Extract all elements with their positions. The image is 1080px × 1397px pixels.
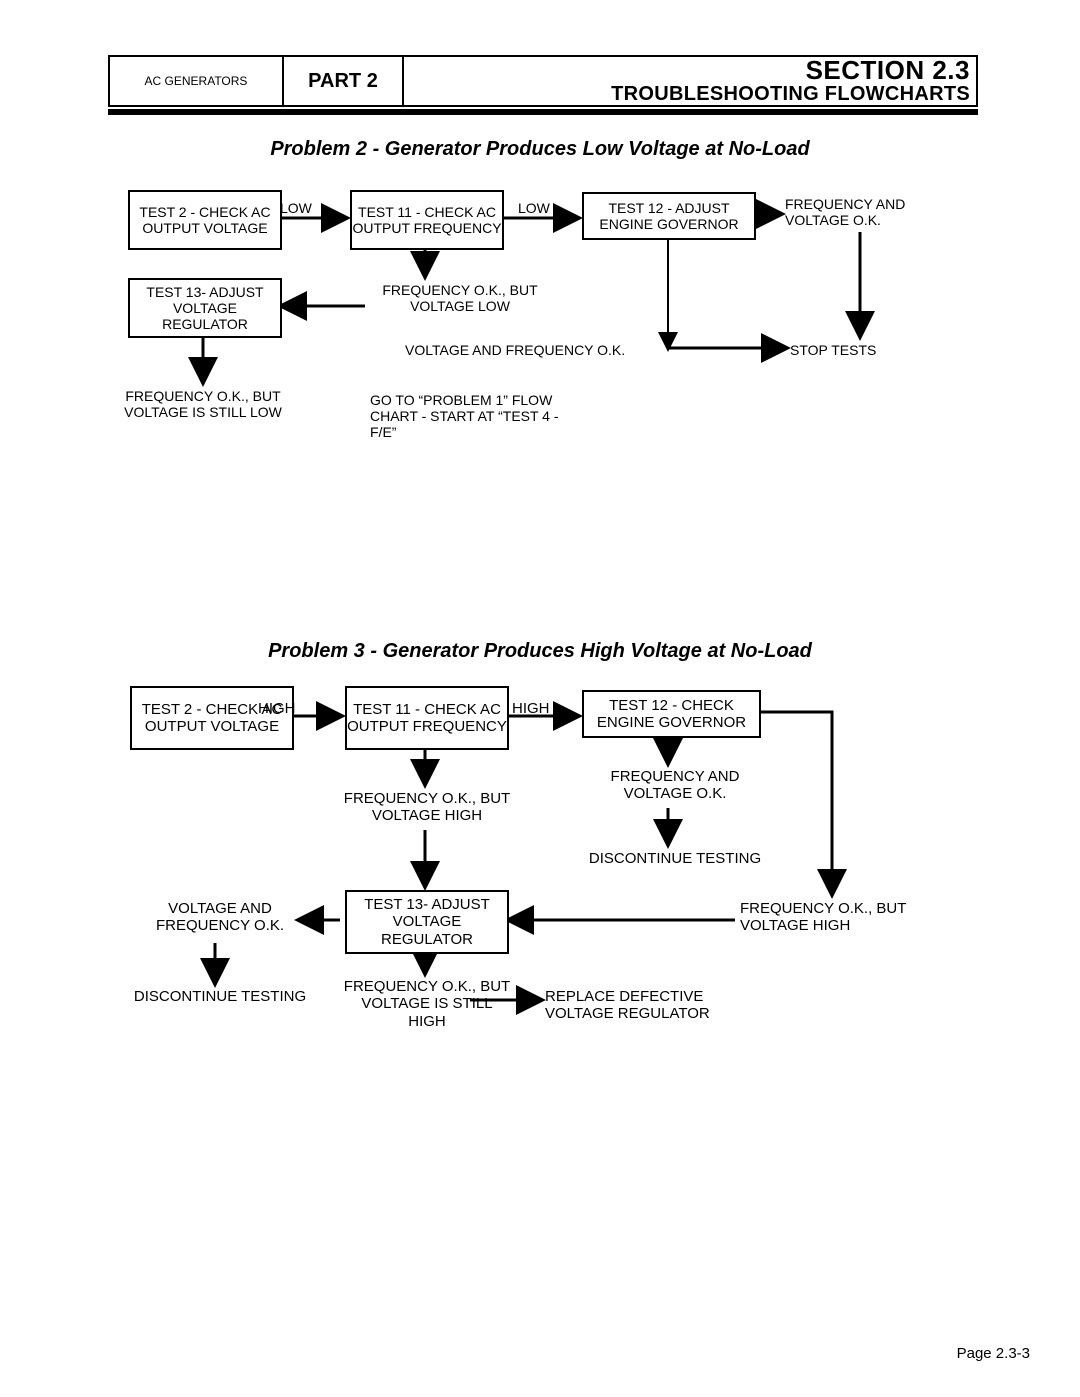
p3-label-discontinue2: DISCONTINUE TESTING xyxy=(115,988,325,1005)
page: AC GENERATORS PART 2 SECTION 2.3 TROUBLE… xyxy=(0,0,1080,1397)
p3-label-freqokvolthigh2: FREQUENCY O.K., BUT VOLTAGE HIGH xyxy=(740,900,930,935)
p3-label-high2: HIGH xyxy=(512,700,550,717)
p3-node-test13: TEST 13- ADJUST VOLTAGE REGULATOR xyxy=(345,890,509,954)
problem3-arrows xyxy=(0,0,1080,1100)
p3-label-discontinue1: DISCONTINUE TESTING xyxy=(570,850,780,867)
p3-label-freqvoltok: FREQUENCY AND VOLTAGE O.K. xyxy=(585,768,765,803)
page-number: Page 2.3-3 xyxy=(957,1345,1030,1362)
p3-label-freqokstillhigh: FREQUENCY O.K., BUT VOLTAGE IS STILL HIG… xyxy=(342,978,512,1030)
p3-label-freqokvolthigh: FREQUENCY O.K., BUT VOLTAGE HIGH xyxy=(342,790,512,825)
p3-node-test12: TEST 12 - CHECK ENGINE GOVERNOR xyxy=(582,690,761,738)
p3-node-test2: TEST 2 - CHECK AC OUTPUT VOLTAGE xyxy=(130,686,294,750)
p3-label-high1: HIGH xyxy=(258,700,296,717)
p3-label-voltfreqok: VOLTAGE AND FREQUENCY O.K. xyxy=(135,900,305,935)
p3-node-test11: TEST 11 - CHECK AC OUTPUT FREQUENCY xyxy=(345,686,509,750)
p3-label-replace: REPLACE DEFECTIVE VOLTAGE REGULATOR xyxy=(545,988,755,1023)
